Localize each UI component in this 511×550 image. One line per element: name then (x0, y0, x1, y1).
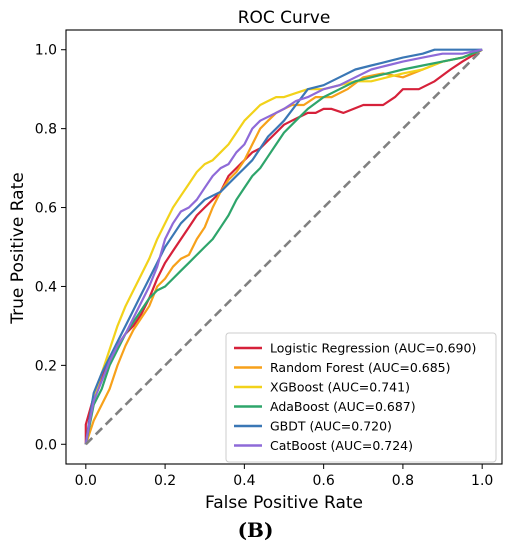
legend-entry: GBDT (AUC=0.720) (270, 419, 392, 434)
legend-entry: CatBoost (AUC=0.724) (270, 438, 413, 453)
y-tick-label: 0.6 (35, 201, 57, 217)
x-tick-label: 0.0 (75, 473, 97, 489)
legend-box (225, 332, 497, 463)
series-line-2 (84, 48, 483, 445)
series-line-5 (84, 48, 483, 445)
legend-entry: XGBoost (AUC=0.741) (270, 380, 410, 395)
x-axis-label: False Positive Rate (205, 493, 363, 513)
x-tick-label: 0.6 (313, 473, 335, 489)
legend-entry: Logistic Regression (AUC=0.690) (270, 341, 476, 356)
legend: Logistic Regression (AUC=0.690) Random Fo… (225, 332, 497, 463)
legend-entry: AdaBoost (AUC=0.687) (270, 399, 416, 414)
chart-title: ROC Curve (238, 8, 331, 28)
y-tick-label: 0.4 (35, 279, 57, 295)
diagonal-reference-line (84, 48, 484, 446)
x-tick-label: 0.8 (392, 473, 414, 489)
x-tick-label: 0.2 (154, 473, 176, 489)
y-tick-label: 1.0 (35, 43, 57, 59)
panel-label: (B) (237, 518, 274, 542)
y-axis-label: True Positive Rate (8, 172, 28, 324)
y-tick-label: 0.8 (35, 122, 57, 138)
series-line-4 (84, 48, 483, 445)
y-tick-label: 0.2 (35, 358, 57, 374)
x-tick-label: 1.0 (471, 473, 493, 489)
y-tick-label: 0.0 (35, 437, 57, 453)
legend-entry: Random Forest (AUC=0.685) (270, 360, 451, 375)
axes-frame (65, 29, 503, 465)
plot-area (84, 48, 484, 446)
x-tick-label: 0.4 (233, 473, 255, 489)
